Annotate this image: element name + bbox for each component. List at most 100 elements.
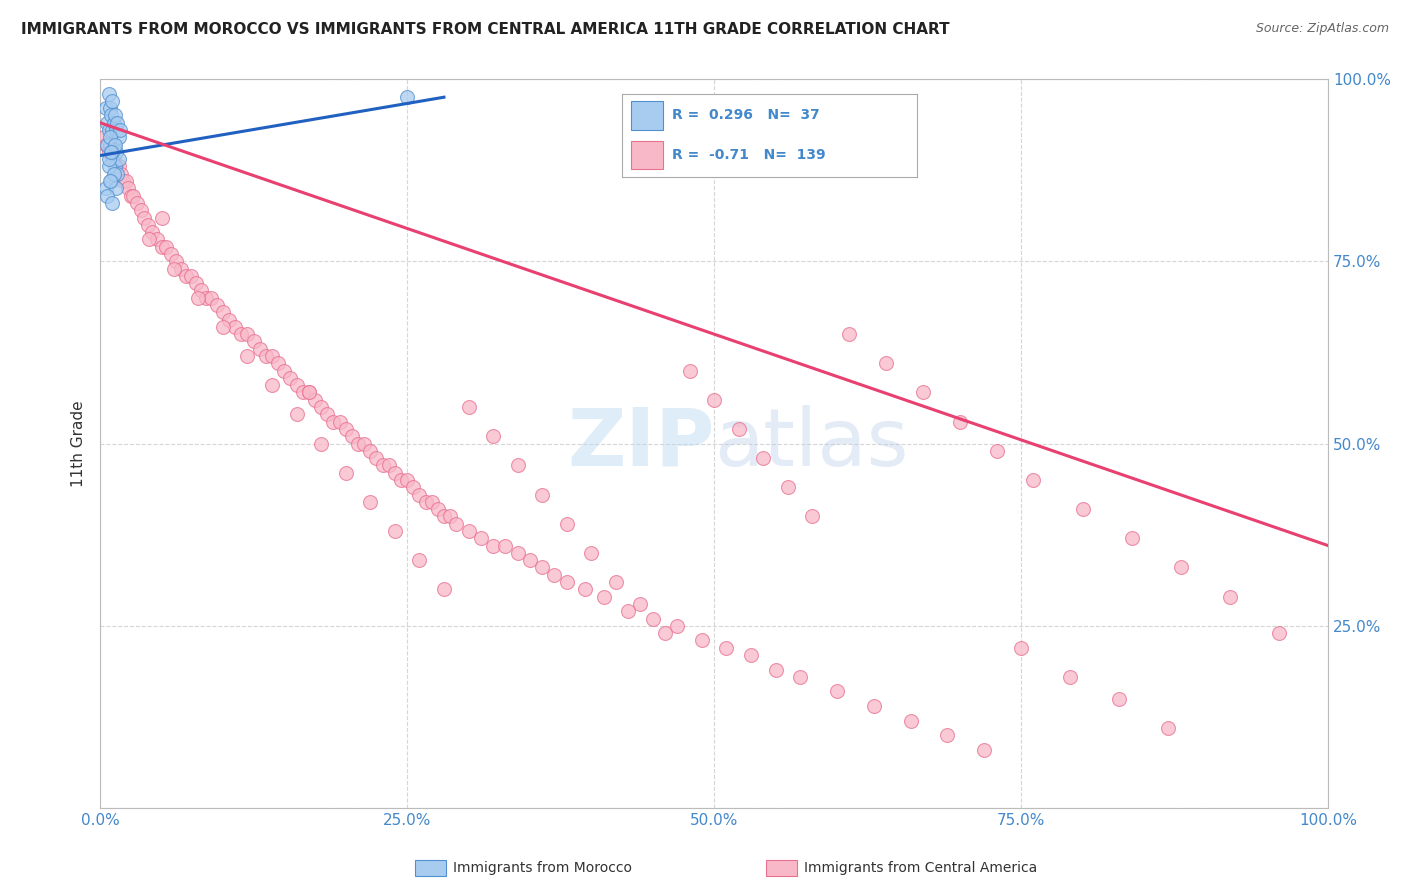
Point: [96, 137, 118, 152]
Point: [134, 211, 156, 225]
Point: [107, 130, 129, 145]
Point: [105, 181, 128, 195]
Point: [150, 211, 173, 225]
Point: [574, 582, 596, 597]
Point: [103, 137, 125, 152]
Point: [98, 174, 121, 188]
Point: [408, 487, 430, 501]
Point: [875, 356, 897, 370]
Point: [555, 516, 578, 531]
Point: [304, 392, 326, 407]
Point: [97, 160, 120, 174]
Point: [105, 145, 128, 159]
Point: [1121, 531, 1143, 545]
Point: [254, 349, 277, 363]
Point: [242, 334, 264, 349]
Point: [433, 509, 456, 524]
Point: [100, 108, 122, 122]
Point: [218, 312, 240, 326]
Point: [107, 152, 129, 166]
Point: [155, 240, 177, 254]
Point: [716, 640, 738, 655]
Point: [101, 195, 124, 210]
Point: [415, 495, 437, 509]
Point: [727, 422, 749, 436]
Point: [666, 619, 689, 633]
Point: [825, 684, 848, 698]
Point: [98, 101, 121, 115]
Point: [260, 349, 283, 363]
Point: [353, 436, 375, 450]
Point: [224, 319, 246, 334]
Point: [170, 261, 193, 276]
Text: Immigrants from Morocco: Immigrants from Morocco: [453, 861, 631, 875]
Point: [678, 363, 700, 377]
Point: [1268, 626, 1291, 640]
Point: [936, 728, 959, 742]
Point: [122, 188, 145, 202]
Point: [329, 415, 352, 429]
Point: [103, 167, 125, 181]
Point: [371, 458, 394, 473]
Point: [377, 458, 399, 473]
Point: [801, 509, 824, 524]
Point: [141, 225, 163, 239]
Point: [789, 670, 811, 684]
Point: [384, 524, 406, 538]
Point: [384, 466, 406, 480]
Point: [108, 123, 131, 137]
Point: [776, 480, 799, 494]
Point: [630, 597, 652, 611]
Point: [765, 663, 787, 677]
Point: [1157, 721, 1180, 735]
Point: [322, 415, 344, 429]
Text: IMMIGRANTS FROM MOROCCO VS IMMIGRANTS FROM CENTRAL AMERICA 11TH GRADE CORRELATIO: IMMIGRANTS FROM MOROCCO VS IMMIGRANTS FR…: [21, 22, 949, 37]
Point: [100, 145, 122, 159]
Point: [236, 349, 259, 363]
Point: [446, 516, 468, 531]
Point: [703, 392, 725, 407]
Point: [97, 123, 120, 137]
Point: [309, 436, 332, 450]
Point: [96, 116, 118, 130]
Point: [101, 152, 124, 166]
Point: [104, 108, 127, 122]
Point: [482, 429, 505, 443]
Point: [117, 181, 139, 195]
Point: [347, 436, 370, 450]
Point: [273, 363, 295, 377]
Point: [97, 145, 120, 159]
Point: [174, 268, 197, 283]
Point: [617, 604, 640, 618]
Point: [97, 87, 120, 101]
Point: [911, 385, 934, 400]
Point: [96, 137, 118, 152]
Point: [231, 327, 253, 342]
Point: [107, 160, 129, 174]
Point: [359, 443, 381, 458]
Point: [101, 145, 124, 159]
Point: [1108, 691, 1130, 706]
Point: [291, 385, 314, 400]
Point: [138, 232, 160, 246]
Point: [973, 743, 995, 757]
Point: [457, 524, 479, 538]
Point: [298, 385, 321, 400]
Point: [1219, 590, 1241, 604]
Point: [236, 327, 259, 342]
Point: [752, 451, 775, 466]
Point: [105, 116, 128, 130]
Point: [96, 188, 118, 202]
Point: [104, 160, 127, 174]
Point: [581, 546, 603, 560]
Point: [389, 473, 412, 487]
Point: [1059, 670, 1081, 684]
Point: [285, 408, 308, 422]
Point: [104, 137, 127, 152]
Point: [105, 160, 128, 174]
Point: [115, 174, 138, 188]
Point: [280, 371, 302, 385]
Point: [470, 531, 492, 545]
Point: [986, 443, 1008, 458]
Point: [316, 408, 339, 422]
